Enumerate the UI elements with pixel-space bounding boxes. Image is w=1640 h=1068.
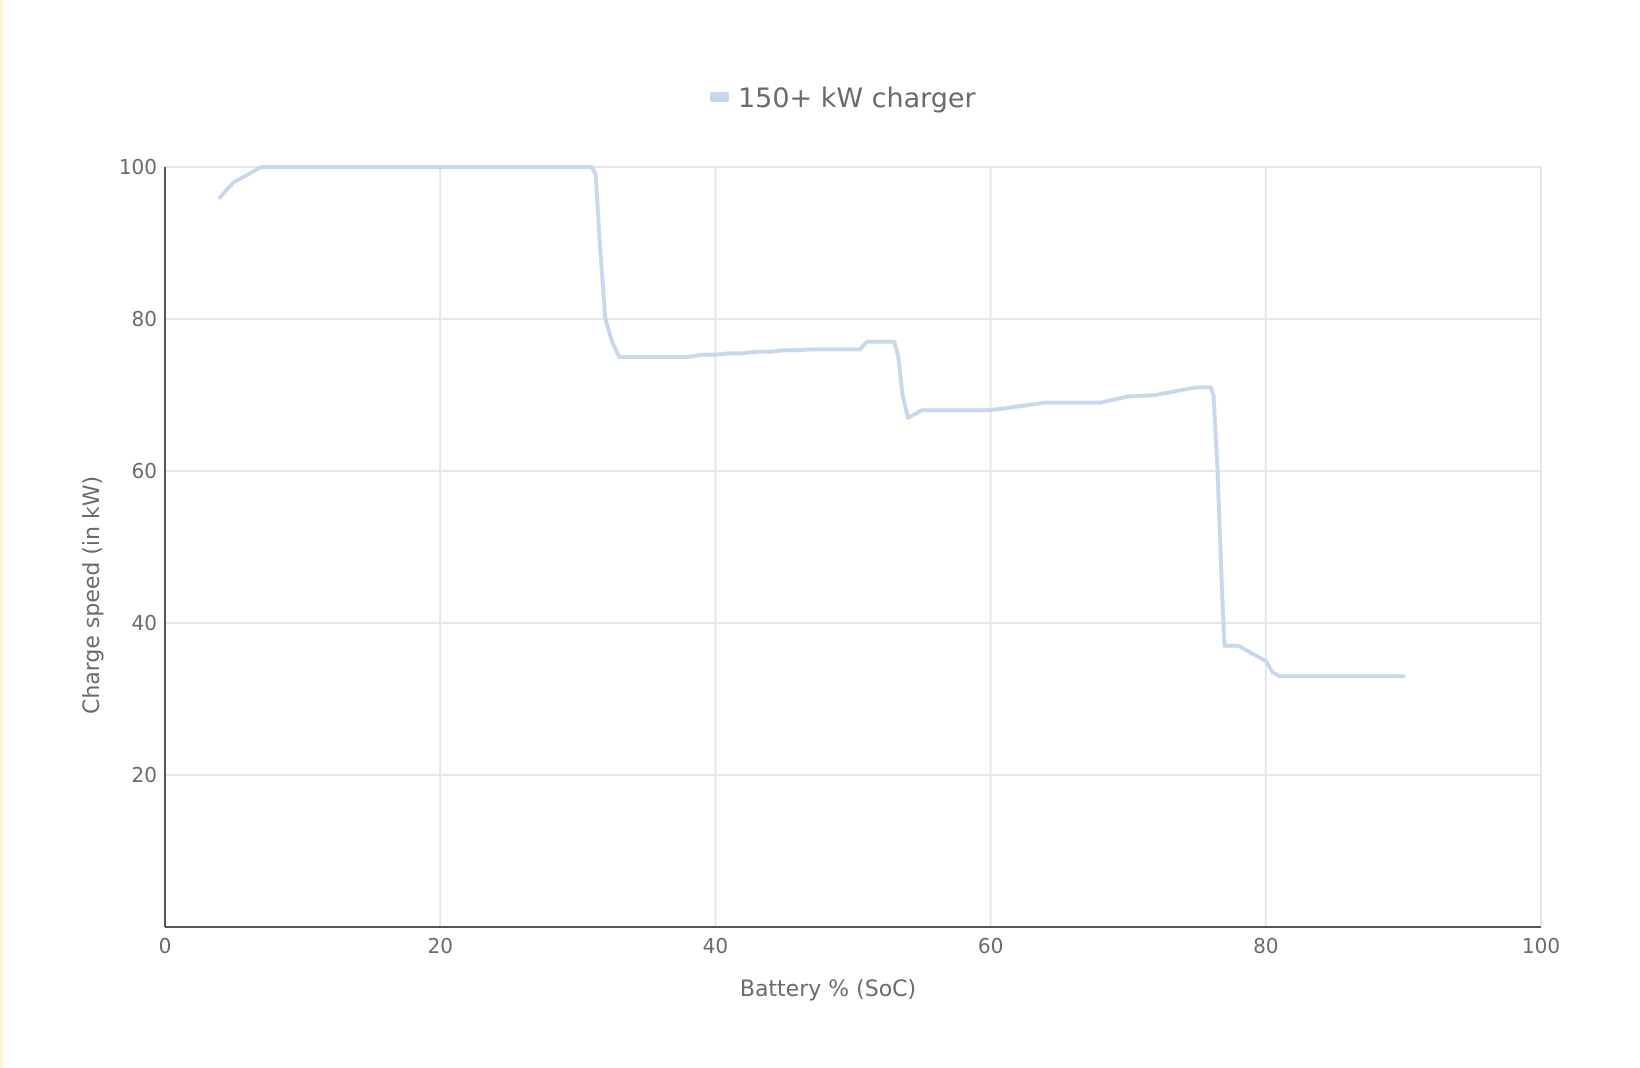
x-tick-label: 0 — [159, 934, 172, 958]
axes — [164, 167, 1541, 928]
y-tick-label: 80 — [132, 307, 157, 331]
y-axis-title: Charge speed (in kW) — [80, 476, 105, 714]
tick-labels: 0 20 40 60 80 100 20 40 60 80 100 — [119, 155, 1560, 958]
grid-lines — [165, 166, 1542, 927]
y-tick-label: 20 — [132, 763, 157, 787]
x-tick-label: 60 — [978, 934, 1003, 958]
x-axis-title: Battery % (SoC) — [740, 977, 916, 1002]
y-tick-label: 60 — [132, 459, 157, 483]
x-tick-label: 80 — [1253, 934, 1278, 958]
x-tick-label: 100 — [1522, 934, 1560, 958]
x-tick-label: 20 — [427, 934, 452, 958]
legend-swatch — [710, 92, 729, 102]
series-line-0 — [218, 165, 1406, 679]
legend-label: 150+ kW charger — [738, 83, 977, 114]
legend: 150+ kW charger — [710, 83, 977, 114]
y-tick-label: 40 — [132, 611, 157, 635]
x-tick-label: 40 — [703, 934, 728, 958]
series-layer — [218, 165, 1406, 679]
y-tick-label: 100 — [119, 155, 157, 179]
